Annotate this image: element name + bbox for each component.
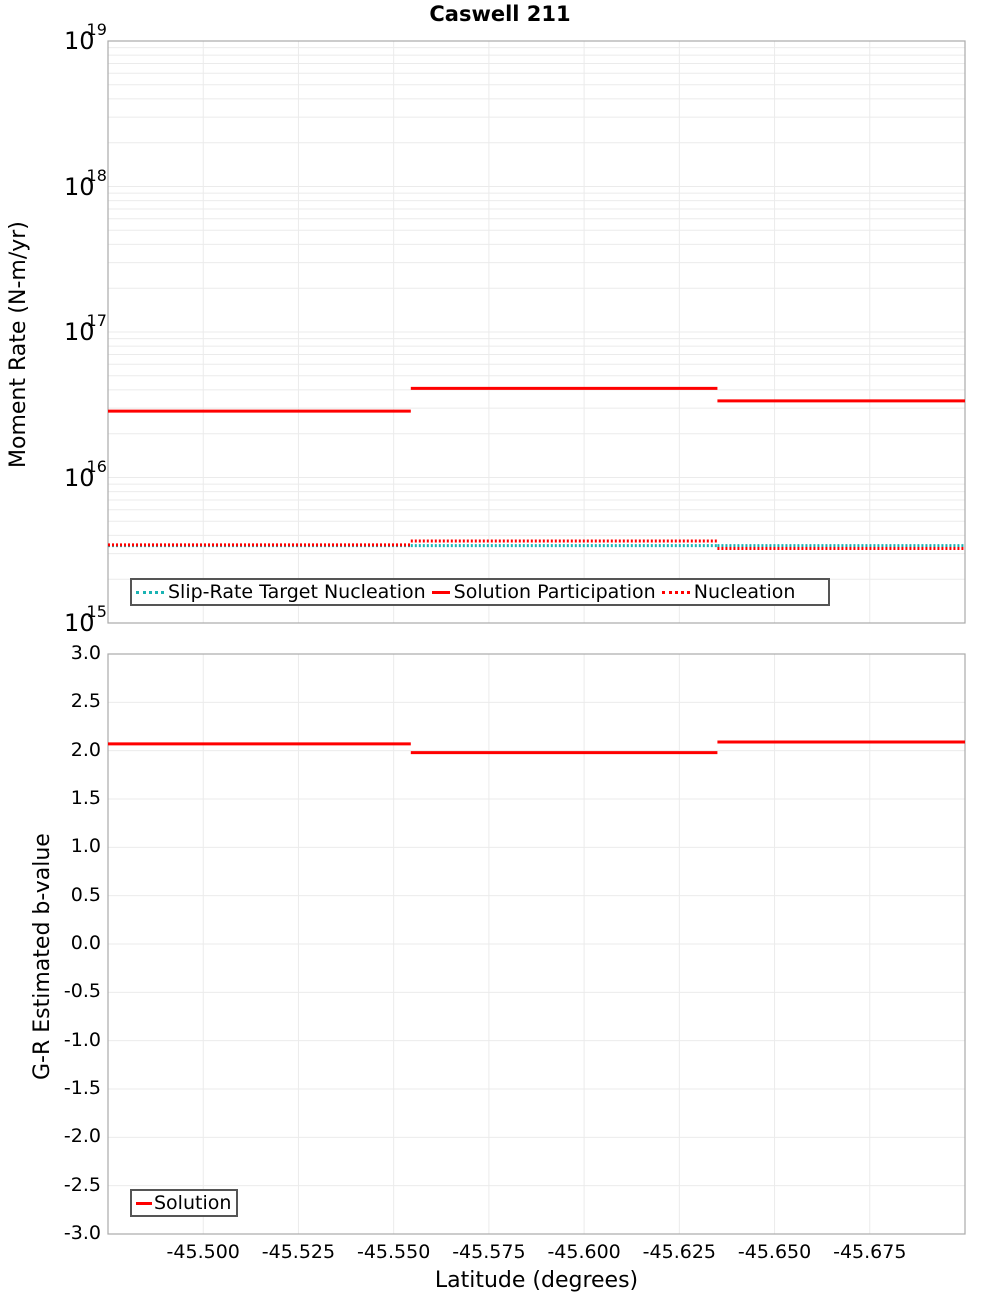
solid-red-line-icon [136,1201,152,1205]
top-plot-frame [107,40,966,624]
bottom-y-axis-label: G-R Estimated b-value [30,833,55,1080]
x-tick: -45.500 [166,1241,240,1263]
bottom-y-tick: -2.5 [63,1173,101,1196]
bottom-y-tick: 1.0 [70,835,101,858]
bottom-y-tick: 1.5 [70,787,101,809]
bottom-y-tick: -3.0 [63,1222,101,1244]
x-tick: -45.625 [642,1241,716,1263]
top-y-tick: 1017 [64,311,107,346]
top-legend: Slip-Rate Target Nucleation Solution Par… [130,578,830,606]
solid-red-line-icon [431,590,450,594]
top-y-tick: 1015 [64,602,107,637]
x-tick: -45.550 [356,1241,431,1263]
chart-title: Caswell 211 [429,2,571,26]
bottom-y-tick: 3.0 [70,642,101,664]
legend-item-solution: Solution [136,1192,231,1214]
legend-item-nucleation: Nucleation [661,581,795,603]
x-tick: -45.675 [833,1241,907,1263]
bottom-y-tick: 0.5 [70,883,101,906]
bottom-y-tick: -1.0 [63,1028,101,1051]
x-tick: -45.650 [737,1241,812,1263]
bottom-y-tick: -1.5 [63,1077,101,1099]
dotted-cyan-line-icon [136,590,164,594]
x-tick: -45.525 [261,1241,336,1263]
bottom-y-tick: -2.0 [63,1125,101,1148]
x-tick: -45.575 [452,1241,526,1263]
bottom-y-tick: 2.0 [70,738,101,761]
top-y-tick: 1018 [64,165,107,201]
legend-item-target-nucleation: Slip-Rate Target Nucleation [136,581,426,603]
bottom-plot-frame [107,653,966,1235]
top-y-tick: 1016 [64,456,107,492]
legend-item-solution-participation: Solution Participation [431,581,656,603]
bottom-y-tick: -0.5 [63,980,101,1003]
bottom-y-tick: 2.5 [70,690,101,713]
x-axis-label: Latitude (degrees) [434,1268,639,1293]
dotted-red-line-icon [661,590,690,594]
top-y-axis-label: Moment Rate (N-m/yr) [6,221,31,468]
top-y-tick: 1019 [64,20,107,55]
bottom-y-tick: 0.0 [70,932,101,954]
bottom-legend: Solution [130,1189,238,1217]
x-tick: -45.600 [547,1241,621,1263]
